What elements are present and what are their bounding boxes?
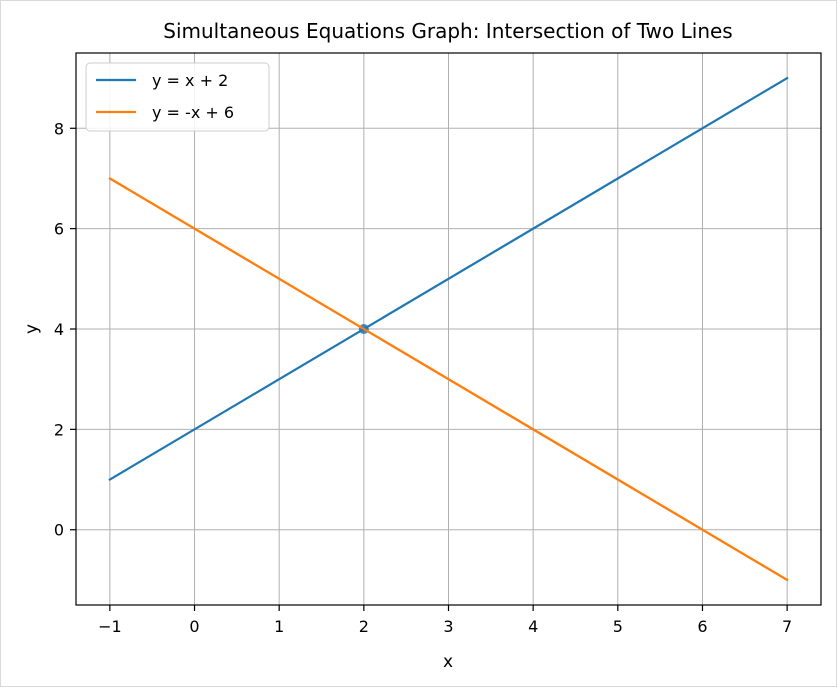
y-tick-label: 8 [54, 119, 64, 138]
legend-label-1: y = x + 2 [152, 71, 228, 90]
x-tick-label: 7 [782, 617, 792, 636]
grid-lines [76, 53, 821, 605]
y-tick-label: 4 [54, 320, 64, 339]
x-tick-label: 4 [528, 617, 538, 636]
chart-title: Simultaneous Equations Graph: Intersecti… [163, 19, 732, 43]
legend: y = x + 2 y = -x + 6 [85, 62, 270, 132]
x-tick-label: 2 [359, 617, 369, 636]
y-axis-label: y [22, 324, 42, 334]
x-tick-label: 0 [189, 617, 199, 636]
x-axis-ticks: −1 0 1 2 3 4 5 6 7 [98, 605, 792, 636]
x-axis-label: x [443, 652, 453, 672]
y-tick-label: 0 [54, 521, 64, 540]
y-tick-label: 6 [54, 220, 64, 239]
x-tick-label: 5 [613, 617, 623, 636]
x-tick-label: 3 [443, 617, 453, 636]
series-line-1 [108, 76, 789, 482]
x-tick-label: −1 [98, 617, 122, 636]
x-tick-label: 6 [697, 617, 707, 636]
intersection-markers [109, 177, 788, 581]
x-tick-label: 1 [274, 617, 284, 636]
y-tick-label: 2 [54, 420, 64, 439]
series-line-2-overlay [109, 177, 788, 581]
legend-label-2: y = -x + 6 [152, 103, 234, 122]
y-axis-ticks: 0 2 4 6 8 [54, 119, 76, 540]
